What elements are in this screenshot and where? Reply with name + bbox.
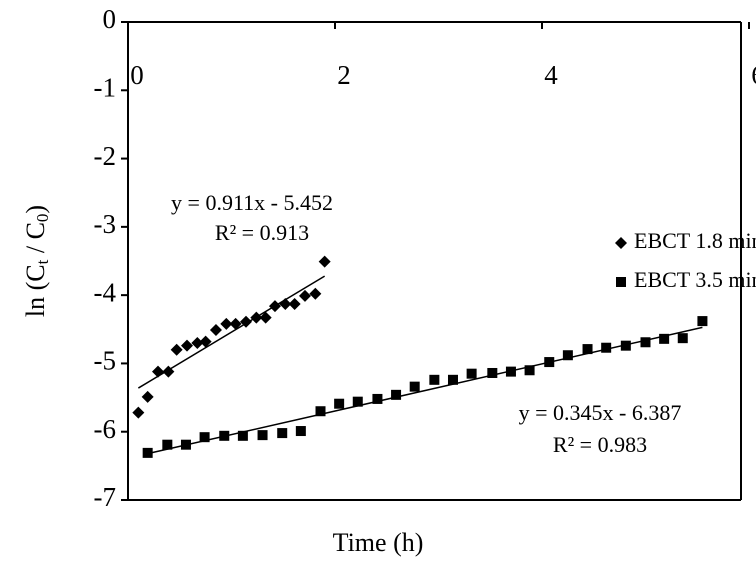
y-tick-label: -4 [94, 277, 117, 307]
x-tick-label: 4 [544, 60, 558, 90]
y-axis-title: ln (Ct / C0) [21, 205, 52, 317]
data-point [170, 343, 183, 356]
data-point [199, 335, 212, 348]
data-point [447, 374, 458, 385]
x-tick-label: 2 [337, 60, 351, 90]
data-point [152, 365, 165, 378]
data-point [409, 381, 420, 392]
data-point [199, 432, 210, 443]
data-point [298, 289, 311, 302]
data-point [466, 368, 477, 379]
data-point [180, 439, 191, 450]
y-axis-title-sub: t [33, 259, 52, 264]
trendline-r2: R² = 0.913 [215, 220, 309, 245]
data-point [219, 430, 230, 441]
data-point [487, 367, 498, 378]
data-point [544, 357, 555, 368]
data-point [697, 316, 708, 327]
legend-label: EBCT 1.8 min [634, 228, 756, 253]
data-point [162, 365, 175, 378]
y-axis-title-sub: 0 [33, 214, 52, 223]
data-point [295, 426, 306, 437]
data-point [229, 317, 242, 330]
data-point [429, 374, 440, 385]
y-axis-title-part: / C [21, 222, 50, 260]
data-point [132, 406, 145, 419]
legend-marker [616, 277, 626, 287]
data-point [279, 298, 292, 311]
y-tick-label: -2 [94, 141, 117, 171]
data-point [524, 365, 535, 376]
data-point [309, 287, 322, 300]
x-axis-title: Time (h) [333, 528, 424, 557]
y-tick-label: -6 [94, 414, 117, 444]
data-point [352, 396, 363, 407]
data-point [318, 255, 331, 268]
data-point [268, 300, 281, 313]
data-point [288, 298, 301, 311]
data-point [250, 311, 263, 324]
legend-marker [615, 237, 627, 249]
legend-label: EBCT 3.5 min [634, 267, 756, 292]
data-point [142, 447, 153, 458]
data-point [277, 428, 288, 439]
data-point [259, 311, 272, 324]
data-point [162, 439, 173, 450]
data-point [659, 333, 670, 344]
x-tick-label: 6 [751, 60, 756, 90]
trendline-equation: y = 0.345x - 6.387 [519, 400, 682, 425]
data-point [334, 398, 345, 409]
y-tick-label: -3 [94, 209, 117, 239]
x-tick-label: 0 [130, 60, 144, 90]
data-point [209, 323, 222, 336]
data-point [220, 317, 233, 330]
data-point [239, 315, 252, 328]
y-axis-title-part: ln (C [21, 264, 50, 317]
y-tick-label: -5 [94, 346, 117, 376]
y-axis-title-part: ) [21, 205, 50, 214]
data-point [677, 333, 688, 344]
data-point [141, 390, 154, 403]
data-point [505, 366, 516, 377]
data-point [620, 340, 631, 351]
y-tick-label: 0 [103, 4, 117, 34]
y-tick-label: -7 [94, 482, 117, 512]
data-point [391, 389, 402, 400]
data-point [640, 337, 651, 348]
y-tick-label: -1 [94, 72, 117, 102]
trendline-r2: R² = 0.983 [553, 432, 647, 457]
data-point [372, 393, 383, 404]
data-point [315, 406, 326, 417]
data-point [257, 430, 268, 441]
data-point [180, 339, 193, 352]
data-point [582, 344, 593, 355]
trendline-equation: y = 0.911x - 5.452 [171, 190, 333, 215]
data-point [562, 350, 573, 361]
data-point [237, 430, 248, 441]
data-point [191, 336, 204, 349]
data-point [601, 342, 612, 353]
